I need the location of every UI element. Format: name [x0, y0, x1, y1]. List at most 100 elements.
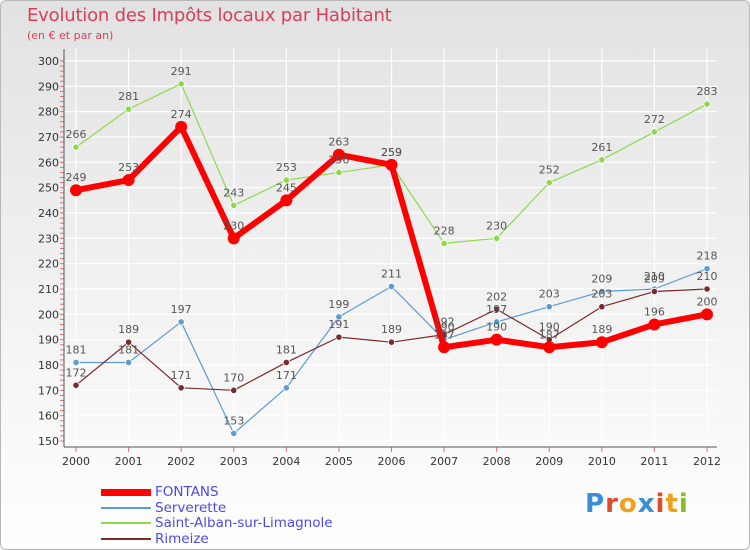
legend-swatch	[101, 488, 151, 496]
x-tick-label: 2004	[272, 455, 300, 468]
x-tick-label: 2008	[483, 455, 511, 468]
data-label: 192	[434, 316, 455, 329]
data-point	[387, 338, 396, 346]
data-point	[177, 318, 185, 326]
x-tick-label: 2001	[115, 455, 143, 468]
data-point	[230, 386, 238, 394]
y-tick-label: 200	[38, 308, 59, 321]
data-point	[227, 232, 240, 245]
data-label: 249	[66, 171, 87, 184]
y-tick-label: 290	[38, 80, 59, 93]
y-tick-label: 210	[38, 283, 59, 296]
data-point	[543, 341, 556, 354]
data-point	[335, 313, 343, 321]
data-label: 243	[223, 186, 244, 199]
logo-letter: i	[678, 489, 689, 519]
legend-label: FONTANS	[155, 484, 219, 500]
data-label: 197	[486, 303, 507, 316]
data-label: 196	[644, 305, 665, 318]
data-point	[703, 285, 711, 293]
data-point	[230, 201, 238, 209]
data-label: 189	[118, 323, 139, 336]
x-tick-label: 2002	[167, 455, 195, 468]
data-label: 261	[591, 141, 612, 154]
x-tick-label: 2007	[430, 455, 458, 468]
x-tick-label: 2010	[588, 455, 616, 468]
data-label: 199	[328, 298, 349, 311]
data-label: 266	[66, 128, 87, 141]
data-label: 274	[171, 108, 192, 121]
data-point	[177, 80, 185, 88]
data-label: 172	[66, 366, 87, 379]
data-point	[124, 358, 133, 367]
y-tick-label: 300	[38, 55, 59, 68]
legend-label: Serverette	[155, 499, 227, 516]
legend-swatch	[101, 522, 151, 524]
data-point	[598, 287, 606, 296]
data-label: 291	[171, 65, 192, 78]
data-point	[70, 184, 82, 197]
logo-letter: o	[618, 489, 638, 519]
data-label: 189	[381, 323, 402, 336]
data-point	[335, 333, 343, 341]
data-point	[650, 287, 659, 296]
y-tick-label: 150	[38, 435, 59, 448]
data-label: 230	[223, 219, 244, 232]
data-label: 197	[171, 303, 192, 316]
y-tick-label: 180	[38, 359, 59, 372]
x-tick-label: 2011	[640, 455, 668, 468]
data-point	[493, 234, 501, 242]
data-label: 187	[434, 328, 455, 341]
y-tick-label: 280	[38, 106, 59, 119]
proxiti-logo: Proxiti	[585, 489, 689, 519]
y-tick-label: 190	[38, 334, 59, 347]
data-label: 211	[381, 267, 402, 280]
data-point	[703, 100, 711, 108]
data-label: 181	[118, 343, 139, 356]
data-point	[438, 341, 451, 354]
y-tick-label: 250	[38, 182, 59, 195]
chart-subtitle: (en € et par an)	[27, 29, 114, 42]
data-label: 259	[381, 146, 402, 159]
x-tick-label: 2012	[693, 455, 721, 468]
data-label: 187	[539, 328, 560, 341]
data-point	[385, 158, 398, 171]
data-point	[332, 148, 345, 161]
data-point	[545, 303, 553, 311]
data-point	[282, 176, 290, 184]
data-label: 202	[486, 290, 507, 303]
data-point	[124, 105, 133, 113]
data-label: 190	[486, 321, 507, 334]
data-label: 171	[276, 369, 297, 382]
data-point	[335, 168, 343, 177]
data-point	[72, 358, 80, 367]
data-label: 210	[644, 270, 665, 283]
chart-title: Evolution des Impôts locaux par Habitant	[27, 5, 392, 26]
y-tick-label: 160	[38, 410, 59, 423]
data-point	[230, 429, 238, 437]
data-label: 181	[66, 343, 87, 356]
data-point	[598, 156, 606, 164]
x-tick-label: 2003	[220, 455, 248, 468]
y-tick-label: 230	[38, 232, 59, 245]
x-tick-label: 2000	[62, 455, 90, 468]
y-tick-label: 240	[38, 207, 59, 220]
legend-swatch	[101, 537, 151, 540]
y-tick-label: 260	[38, 156, 59, 169]
data-label: 170	[223, 371, 244, 384]
data-point	[282, 384, 290, 392]
data-label: 190	[539, 321, 560, 334]
data-point	[72, 381, 80, 389]
data-point	[493, 318, 501, 326]
data-label: 190	[434, 321, 455, 334]
data-label: 228	[434, 224, 455, 237]
data-point	[177, 384, 185, 392]
x-tick-label: 2005	[325, 455, 353, 468]
logo-letter: i	[655, 489, 666, 519]
data-label: 281	[118, 90, 139, 103]
data-label: 203	[539, 288, 560, 301]
logo-letter: r	[605, 489, 619, 519]
data-label: 283	[697, 85, 718, 98]
legend-swatch	[101, 506, 151, 509]
